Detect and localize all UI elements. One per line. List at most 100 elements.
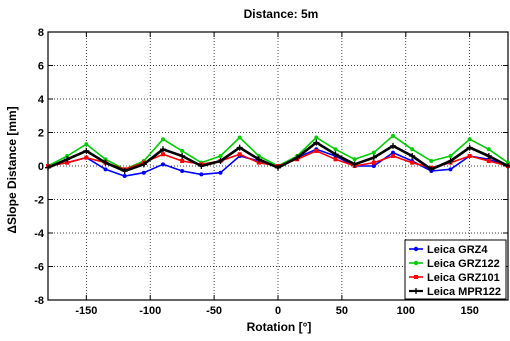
data-point xyxy=(391,133,395,138)
x-axis-label: Rotation [°] xyxy=(247,320,312,334)
data-point xyxy=(237,152,242,157)
data-point xyxy=(294,154,301,161)
data-point xyxy=(410,160,415,165)
data-point xyxy=(121,168,128,175)
data-point xyxy=(64,156,71,163)
data-point xyxy=(198,163,205,169)
data-point xyxy=(161,137,165,142)
y-tick-label: 2 xyxy=(38,128,44,140)
data-point xyxy=(351,161,358,168)
y-tick-label: -4 xyxy=(34,228,45,240)
x-tick-label: 100 xyxy=(397,305,415,317)
data-point xyxy=(103,157,108,162)
legend-box xyxy=(404,239,507,300)
data-point xyxy=(371,160,376,165)
y-tick-label: 8 xyxy=(38,27,44,39)
data-point xyxy=(180,148,185,153)
legend-entry-2: Leica GRZ122 xyxy=(409,258,500,270)
data-point xyxy=(237,135,242,140)
y-tick-label: -6 xyxy=(34,262,44,274)
data-point xyxy=(486,147,491,152)
data-point xyxy=(102,159,109,166)
data-point xyxy=(84,142,89,147)
legend-label: Leica GRZ122 xyxy=(427,258,500,270)
data-point xyxy=(467,153,472,158)
y-tick-label: 6 xyxy=(38,61,44,73)
legend-label: Leica GRZ4 xyxy=(427,244,488,256)
data-point xyxy=(314,148,319,153)
legend-marker xyxy=(413,288,419,294)
legend-marker xyxy=(413,246,419,252)
legend-label: Leica MPR122 xyxy=(427,286,501,298)
chart-title: Distance: 5m xyxy=(244,7,319,21)
data-point xyxy=(370,154,377,161)
y-tick-label: -8 xyxy=(34,295,44,307)
data-point xyxy=(179,152,186,159)
data-point xyxy=(467,137,472,142)
data-point xyxy=(161,152,165,157)
legend-entry-1: Leica GRZ4 xyxy=(409,244,488,256)
data-point xyxy=(391,153,395,158)
data-point xyxy=(180,158,185,163)
x-tick-label: -100 xyxy=(139,305,161,317)
y-tick-label: -2 xyxy=(34,195,44,207)
y-tick-label: 0 xyxy=(38,161,44,173)
data-point xyxy=(218,170,223,175)
data-point xyxy=(256,153,261,158)
data-point xyxy=(140,161,147,168)
x-tick-label: 0 xyxy=(275,305,281,317)
data-point xyxy=(275,164,281,171)
data-point xyxy=(103,167,108,172)
data-point xyxy=(429,158,434,163)
data-point xyxy=(333,157,338,162)
data-point xyxy=(218,153,223,158)
data-point xyxy=(84,155,89,160)
data-point xyxy=(141,170,146,175)
legend-label: Leica GRZ101 xyxy=(427,272,500,284)
series-4 xyxy=(45,139,510,175)
y-axis-label: ΔSlope Distance [mm] xyxy=(5,106,19,233)
data-point xyxy=(448,167,453,172)
data-point xyxy=(217,157,224,164)
data-point xyxy=(161,162,165,167)
data-point xyxy=(410,147,415,152)
data-point xyxy=(314,135,319,140)
legend-marker xyxy=(414,275,418,279)
data-point xyxy=(466,144,473,151)
data-point xyxy=(371,164,376,168)
data-point xyxy=(506,160,510,165)
data-point xyxy=(371,150,376,155)
data-point xyxy=(485,152,492,159)
data-point xyxy=(428,166,435,173)
x-tick-label: 150 xyxy=(460,305,478,317)
axis-ticks: -150 -100 -50 0 50 100 150 -8 -6 -4 -2 0 2 4 6 8 xyxy=(34,27,508,317)
data-point xyxy=(236,144,243,151)
data-point xyxy=(256,160,261,165)
x-tick-label: -150 xyxy=(75,305,97,317)
data-point xyxy=(160,146,166,153)
data-point xyxy=(447,157,454,164)
legend-marker xyxy=(413,260,419,266)
data-point xyxy=(122,174,127,179)
data-point xyxy=(391,150,395,155)
data-point xyxy=(352,157,357,162)
data-point xyxy=(332,151,339,158)
legend-entry-4: Leica MPR122 xyxy=(409,286,501,298)
data-point xyxy=(180,169,185,174)
data-point xyxy=(313,139,320,146)
data-point xyxy=(390,142,396,149)
data-point xyxy=(255,156,262,163)
y-tick-label: 4 xyxy=(38,94,45,106)
data-point xyxy=(448,153,453,158)
legend-entry-3: Leica GRZ101 xyxy=(409,272,500,284)
data-point xyxy=(199,172,204,177)
data-point xyxy=(83,147,90,154)
data-point xyxy=(486,158,491,163)
legend: Leica GRZ4 Leica GRZ122 Leica GRZ101 Leica … xyxy=(404,239,507,300)
series-layer xyxy=(45,133,510,179)
data-point xyxy=(65,160,70,165)
data-point xyxy=(333,147,338,152)
data-point xyxy=(65,153,70,158)
data-point xyxy=(409,152,416,159)
